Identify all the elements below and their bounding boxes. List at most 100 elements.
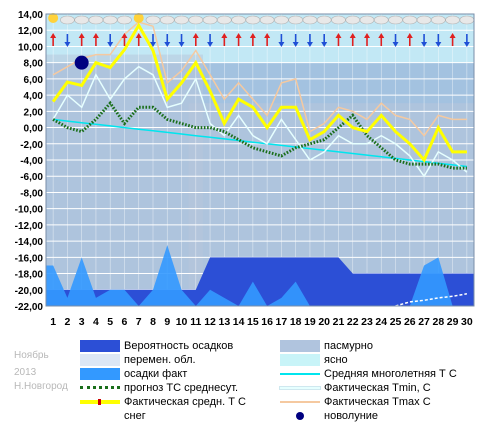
wind-arrowhead (264, 33, 271, 38)
cloud-icon (117, 15, 132, 25)
legend-item: перемен. обл. (80, 354, 196, 366)
y-tick-label: 8,00 (24, 59, 44, 70)
wind-arrowhead (235, 33, 242, 38)
x-tick-label: 22 (347, 316, 359, 328)
actual-mean-line (51, 22, 467, 163)
wind-arrowhead (321, 42, 328, 47)
x-tick-label: 27 (418, 316, 430, 328)
precip-fact-area (46, 245, 474, 306)
x-tick-label: 13 (218, 316, 230, 328)
x-tick-label: 11 (190, 316, 201, 328)
cloud-icon (302, 15, 318, 25)
wind-arrowhead (178, 42, 185, 47)
y-tick-label: -22,00 (15, 302, 44, 313)
cloud-icon (159, 15, 175, 25)
y-tick-label: 4,00 (24, 91, 44, 102)
legend-item: Фактическая средн. Т С (80, 396, 246, 408)
legend-swatch (280, 340, 320, 352)
cloud-icon (145, 15, 161, 25)
legend: Вероятность осадков пасмурно перемен. обл.… (80, 340, 480, 424)
x-tick-label: 28 (432, 316, 444, 328)
sun-icon (48, 13, 59, 23)
wind-arrowhead (107, 42, 114, 47)
x-tick-label: 8 (150, 316, 156, 328)
x-tick-label: 16 (261, 316, 273, 328)
y-tick-label: 2,00 (24, 107, 44, 118)
cloud-icon (245, 15, 261, 25)
cloud-icon (431, 15, 446, 25)
x-tick-label: 18 (290, 316, 302, 328)
legend-label: снег (124, 410, 146, 422)
legend-swatch (80, 340, 120, 352)
x-tick-label: 25 (390, 316, 402, 328)
x-tick-label: 9 (164, 316, 170, 328)
x-tick-label: 4 (93, 316, 99, 328)
y-tick-label: 0,00 (24, 124, 44, 135)
cloud-icon (88, 15, 104, 25)
cloud-icon (231, 15, 246, 25)
y-tick-label: -10,00 (15, 205, 44, 216)
legend-label: прогноз ТС среднесут. (124, 382, 239, 394)
legend-item: Средняя многолетняя Т С (280, 368, 457, 380)
wind-arrowhead (164, 42, 171, 47)
wind-arrowhead (278, 42, 285, 47)
x-tick-label: 21 (333, 316, 345, 328)
forecast-line (52, 100, 467, 170)
x-tick-label: 15 (247, 316, 259, 328)
legend-label: Средняя многолетняя Т С (324, 368, 457, 380)
wind-arrowhead (421, 42, 428, 47)
x-tick-label: 26 (404, 316, 416, 328)
x-tick-label: 1 (50, 316, 56, 328)
wind-arrowhead (78, 33, 85, 38)
legend-swatch (280, 354, 320, 366)
legend-label: новолуние (324, 410, 379, 422)
wind-arrowhead (349, 33, 356, 38)
legend-item: Вероятность осадков (80, 340, 233, 352)
cloud-icon (359, 15, 375, 25)
cloud-icon (345, 15, 361, 25)
wind-arrowhead (121, 33, 128, 38)
new-moon-marker (74, 55, 89, 70)
cloud-icon (174, 15, 189, 25)
x-tick-label: 2 (64, 316, 70, 328)
snow-line (395, 293, 468, 307)
city-label: Н.Новгород (14, 381, 68, 392)
legend-swatch (280, 396, 320, 408)
x-tick-label: 3 (79, 316, 85, 328)
legend-swatch (80, 382, 120, 394)
plot-frame (45, 13, 475, 307)
wind-arrowhead (135, 33, 142, 38)
y-tick-label: -8,00 (20, 188, 43, 199)
y-tick-label: 12,00 (18, 26, 43, 37)
x-tick-label: 6 (122, 316, 128, 328)
x-tick-label: 23 (361, 316, 373, 328)
legend-swatch (80, 410, 120, 422)
legend-label: Фактическая Tmax С (324, 396, 431, 408)
legend-item: новолуние (280, 410, 378, 422)
legend-label: Фактическая средн. Т С (124, 396, 246, 408)
cloud-icon (102, 15, 118, 25)
y-tick-label: 10,00 (18, 42, 43, 53)
wind-arrowhead (221, 33, 228, 38)
legend-label: перемен. обл. (124, 354, 196, 366)
wind-arrowhead (306, 42, 313, 47)
cloud-icon (274, 15, 289, 25)
legend-label: пасмурно (324, 340, 373, 352)
y-tick-label: -18,00 (15, 270, 44, 281)
x-tick-label: 30 (461, 316, 473, 328)
wind-arrowhead (64, 42, 71, 47)
wind-arrowhead (463, 42, 470, 47)
x-tick-label: 14 (233, 316, 245, 328)
cloud-icon (259, 15, 275, 25)
legend-item: прогноз ТС среднесут. (80, 382, 238, 394)
cloud-icon (74, 15, 89, 25)
y-tick-label: -16,00 (15, 253, 44, 264)
legend-swatch (80, 396, 120, 408)
wind-arrowhead (335, 33, 342, 38)
legend-swatch (280, 368, 320, 380)
cloud-icon (388, 15, 403, 25)
x-tick-label: 20 (318, 316, 330, 328)
wind-arrowhead (435, 42, 442, 47)
legend-swatch (80, 368, 120, 380)
legend-swatch (280, 410, 320, 422)
